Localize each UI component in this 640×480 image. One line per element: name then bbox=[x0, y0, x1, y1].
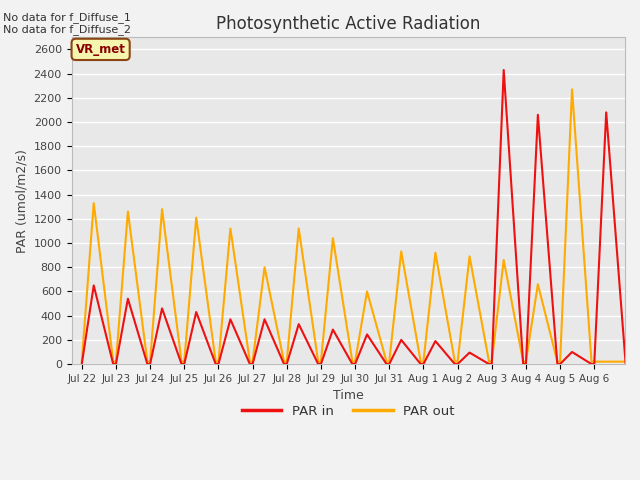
Text: VR_met: VR_met bbox=[76, 43, 125, 56]
Y-axis label: PAR (umol/m2/s): PAR (umol/m2/s) bbox=[15, 149, 28, 252]
Title: Photosynthetic Active Radiation: Photosynthetic Active Radiation bbox=[216, 15, 481, 33]
Text: No data for f_Diffuse_1
No data for f_Diffuse_2: No data for f_Diffuse_1 No data for f_Di… bbox=[3, 12, 131, 36]
X-axis label: Time: Time bbox=[333, 389, 364, 402]
Legend: PAR in, PAR out: PAR in, PAR out bbox=[236, 399, 460, 423]
